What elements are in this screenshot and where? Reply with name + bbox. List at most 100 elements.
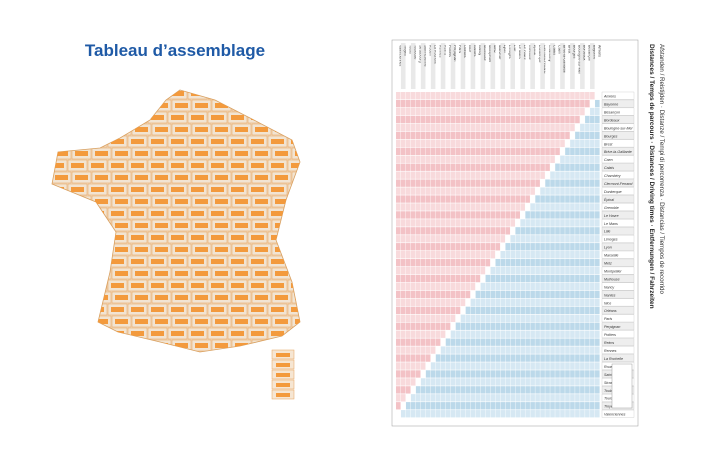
col-label-bg bbox=[480, 43, 486, 89]
cell bbox=[480, 266, 486, 275]
cell bbox=[540, 187, 545, 195]
cell bbox=[505, 330, 511, 338]
cell bbox=[555, 139, 560, 148]
cell bbox=[460, 235, 466, 243]
cell bbox=[480, 99, 486, 108]
cell bbox=[405, 322, 411, 330]
cell bbox=[430, 266, 436, 275]
tile bbox=[231, 243, 252, 256]
tile bbox=[167, 231, 188, 244]
cell bbox=[510, 99, 516, 108]
tile-label bbox=[171, 235, 184, 240]
cell bbox=[520, 147, 525, 156]
row-label: Clermont-Ferrand bbox=[604, 182, 633, 186]
col-label: Perpignan bbox=[453, 45, 457, 61]
tile-label bbox=[151, 307, 164, 312]
tile-label bbox=[111, 355, 124, 360]
cell bbox=[580, 147, 585, 156]
col-label-bg bbox=[555, 43, 560, 89]
cell bbox=[560, 147, 565, 156]
tile-label bbox=[235, 295, 248, 300]
cell bbox=[580, 187, 585, 195]
cell bbox=[555, 330, 560, 338]
tile bbox=[231, 315, 252, 328]
cell bbox=[550, 290, 555, 299]
cell bbox=[405, 378, 411, 386]
tile-label bbox=[111, 259, 124, 264]
cell bbox=[485, 338, 491, 346]
cell bbox=[595, 203, 600, 211]
cell bbox=[480, 386, 486, 394]
col-label-bg bbox=[530, 43, 535, 89]
cell bbox=[590, 171, 595, 179]
cell bbox=[405, 362, 411, 370]
cell bbox=[515, 187, 520, 195]
cell bbox=[595, 243, 600, 251]
tile-label bbox=[71, 211, 84, 216]
cell bbox=[460, 219, 466, 227]
cell bbox=[510, 227, 516, 235]
cell bbox=[410, 370, 416, 378]
cell bbox=[555, 211, 560, 219]
tile-label bbox=[271, 91, 284, 96]
cell bbox=[420, 115, 426, 124]
cell bbox=[405, 179, 411, 187]
col-label-bg bbox=[560, 43, 565, 89]
tile bbox=[151, 267, 172, 280]
cell bbox=[425, 266, 431, 275]
cell bbox=[590, 362, 595, 370]
cell bbox=[396, 139, 401, 148]
cell bbox=[580, 115, 585, 124]
cell bbox=[415, 219, 421, 227]
tile bbox=[267, 135, 288, 148]
cell bbox=[530, 163, 535, 171]
cell bbox=[545, 354, 550, 362]
cell bbox=[565, 211, 570, 219]
cell bbox=[550, 346, 555, 354]
cell bbox=[415, 155, 421, 163]
row-label: Montpellier bbox=[604, 269, 622, 273]
tile bbox=[147, 303, 168, 316]
cell bbox=[415, 330, 421, 338]
cell bbox=[485, 139, 491, 148]
cell bbox=[475, 410, 481, 418]
cell bbox=[555, 107, 560, 116]
tile-label bbox=[135, 199, 148, 204]
cell bbox=[525, 322, 530, 330]
cell bbox=[505, 179, 511, 187]
cell bbox=[520, 378, 525, 386]
cell bbox=[550, 394, 555, 402]
tile bbox=[111, 147, 132, 160]
cell bbox=[520, 394, 525, 402]
cell bbox=[396, 99, 401, 108]
cell bbox=[455, 187, 461, 195]
cell bbox=[570, 402, 575, 410]
cell bbox=[420, 195, 426, 203]
cell bbox=[410, 203, 416, 211]
cell bbox=[460, 227, 466, 235]
cell bbox=[550, 131, 555, 140]
cell bbox=[465, 115, 471, 124]
cell bbox=[460, 107, 466, 116]
cell bbox=[595, 338, 600, 346]
cell bbox=[525, 187, 530, 195]
cell bbox=[510, 290, 516, 299]
cell bbox=[405, 274, 411, 283]
cell bbox=[415, 306, 421, 315]
col-label: Nancy bbox=[478, 45, 482, 55]
cell bbox=[460, 139, 466, 148]
cell bbox=[530, 115, 535, 124]
cell bbox=[435, 370, 441, 378]
tile-label bbox=[295, 343, 300, 348]
cell bbox=[465, 306, 471, 315]
cell bbox=[540, 394, 545, 402]
cell bbox=[435, 99, 441, 108]
col-label: Grenoble bbox=[528, 45, 532, 60]
cell bbox=[435, 123, 441, 132]
cell bbox=[460, 195, 466, 203]
tile-label bbox=[155, 199, 168, 204]
tile-label bbox=[211, 331, 224, 336]
cell bbox=[425, 123, 431, 132]
tile bbox=[52, 207, 68, 220]
cell bbox=[460, 147, 466, 156]
